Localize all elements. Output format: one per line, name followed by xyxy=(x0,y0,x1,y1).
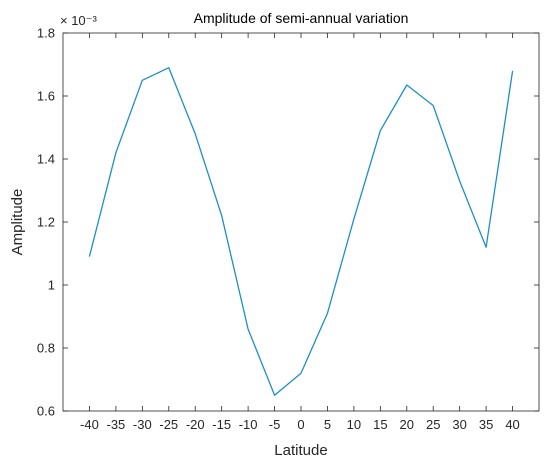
y-axis-label: Amplitude xyxy=(9,189,26,256)
x-tick-label: 25 xyxy=(426,417,440,432)
y-tick-label: 1.6 xyxy=(37,89,55,104)
x-tick-label: 30 xyxy=(452,417,466,432)
y-tick-label: 1.2 xyxy=(37,215,55,230)
x-tick-label: -35 xyxy=(106,417,125,432)
x-tick-label: -40 xyxy=(80,417,99,432)
y-tick-label: 1.4 xyxy=(37,152,55,167)
series-line xyxy=(88,67,514,396)
x-tick-label: -25 xyxy=(159,417,178,432)
x-tick-label: 20 xyxy=(400,417,414,432)
x-tick-label: 35 xyxy=(479,417,493,432)
y-tick-label: 1 xyxy=(48,278,55,293)
y-tick-label: 0.8 xyxy=(37,341,55,356)
x-tick-label: -5 xyxy=(269,417,281,432)
y-tick-label: 1.8 xyxy=(37,26,55,41)
x-tick-label: -30 xyxy=(133,417,152,432)
x-tick-label: 0 xyxy=(297,417,304,432)
y-exponent-label: × 10⁻³ xyxy=(60,13,98,28)
x-tick-label: 10 xyxy=(347,417,361,432)
x-tick-label: 40 xyxy=(505,417,519,432)
x-tick-label: 15 xyxy=(373,417,387,432)
x-axis-label: Latitude xyxy=(274,442,327,459)
x-tick-label: -20 xyxy=(186,417,205,432)
x-tick-label: 5 xyxy=(324,417,331,432)
x-tick-label: -15 xyxy=(212,417,231,432)
y-tick-label: 0.6 xyxy=(37,404,55,419)
x-tick-label: -10 xyxy=(239,417,258,432)
chart-title: Amplitude of semi-annual variation xyxy=(194,10,409,26)
plot-area: -40 -35 -30 -25 -20 -15 -10 -5 0 5 10 15 20 25 30 35 40 0… xyxy=(37,26,540,432)
